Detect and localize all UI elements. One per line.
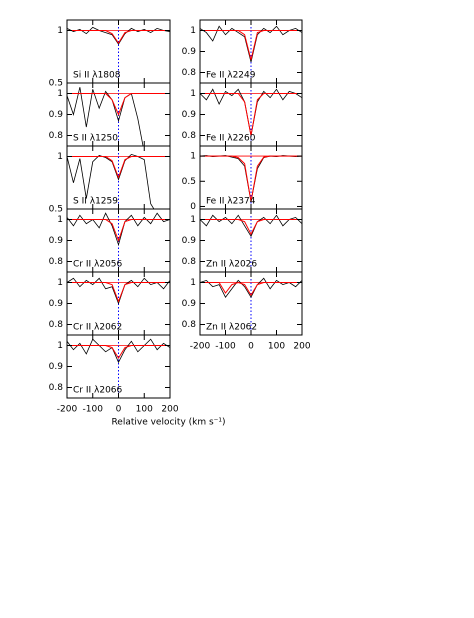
x-tick-label: -200 xyxy=(57,405,78,415)
x-tick-label: -100 xyxy=(83,405,104,415)
y-tick-label: 0.9 xyxy=(182,47,197,57)
y-tick-label: 0.8 xyxy=(49,320,64,330)
panel: 0.8 0.9 1 S II λ1250 xyxy=(49,82,171,147)
model-line xyxy=(67,219,170,242)
y-tick-label: 0.5 xyxy=(49,205,63,215)
line-label: Fe II λ2249 xyxy=(206,71,256,81)
spectrum-line xyxy=(200,277,302,299)
model-line xyxy=(200,281,302,297)
panel: 0.8 0.9 1 Zn II λ2026 xyxy=(182,208,303,273)
x-tick-label: 200 xyxy=(293,342,310,352)
y-tick-label: 0.5 xyxy=(49,79,63,89)
y-tick-label: 1 xyxy=(57,215,63,225)
x-tick-label: 200 xyxy=(161,405,178,415)
line-label: Fe II λ2374 xyxy=(206,197,256,207)
model-line xyxy=(67,30,170,45)
x-tick-label: 0 xyxy=(248,342,254,352)
y-tick-label: 0.8 xyxy=(49,131,64,141)
panel: 0.8 0.9 1 Fe II λ2249 xyxy=(182,19,303,84)
plot-area xyxy=(200,146,302,209)
y-tick-label: 0 xyxy=(190,202,196,212)
y-tick-label: 1 xyxy=(190,215,196,225)
plot-area xyxy=(67,335,170,398)
model-line xyxy=(200,219,302,236)
y-tick-label: 0.9 xyxy=(49,236,64,246)
spectrum-line xyxy=(67,153,155,209)
model-line xyxy=(67,156,170,179)
panel: 0.8 0.9 1 -200 -100 0 100 200 Cr II λ2066 Relativ… xyxy=(49,334,226,428)
plot-area xyxy=(67,272,170,335)
y-tick-label: 0.8 xyxy=(182,131,197,141)
line-label: Cr II λ2062 xyxy=(73,323,122,333)
spectrum-line xyxy=(67,338,170,364)
x-tick-label: 100 xyxy=(268,342,285,352)
y-tick-label: 0.9 xyxy=(49,110,64,120)
y-tick-label: 0.9 xyxy=(182,110,197,120)
line-label: Fe II λ2260 xyxy=(206,134,256,144)
spectrum-line xyxy=(200,25,302,63)
y-tick-label: 0.9 xyxy=(182,236,197,246)
y-tick-label: 0.9 xyxy=(182,299,197,309)
plot-area xyxy=(200,20,302,83)
y-tick-label: 1 xyxy=(57,152,63,162)
y-tick-label: 1 xyxy=(57,26,63,36)
y-tick-label: 0.8 xyxy=(182,68,197,78)
panel: 0.8 0.9 1 Fe II λ2260 xyxy=(182,82,303,147)
line-label: Zn II λ2026 xyxy=(206,260,257,270)
spectrum-line xyxy=(67,212,170,247)
model-line xyxy=(200,30,302,61)
y-tick-label: 1 xyxy=(57,341,63,351)
y-tick-label: 1 xyxy=(190,152,196,162)
plot-area xyxy=(67,209,170,272)
line-label: S II λ1250 xyxy=(73,134,118,144)
model-line xyxy=(67,345,170,360)
line-label: Zn II λ2062 xyxy=(206,323,257,333)
plot-area xyxy=(67,20,170,83)
panel: 0.8 0.9 1 Cr II λ2062 xyxy=(49,271,171,336)
model-line xyxy=(200,155,302,202)
panel: 0.5 1 Si II λ1808 xyxy=(49,19,171,89)
panel: 0.8 0.9 1 Cr II λ2056 xyxy=(49,208,171,273)
spectrum-line xyxy=(67,87,144,146)
y-tick-label: 1 xyxy=(190,278,196,288)
plot-area xyxy=(67,83,170,146)
plot-area xyxy=(67,146,170,209)
y-tick-label: 1 xyxy=(190,89,196,99)
x-tick-label: -100 xyxy=(215,342,236,352)
y-tick-label: 0.8 xyxy=(182,320,197,330)
y-tick-label: 0.9 xyxy=(49,362,64,372)
x-tick-label: 0 xyxy=(116,405,122,415)
line-label: S II λ1259 xyxy=(73,197,118,207)
y-tick-label: 1 xyxy=(190,26,196,36)
y-tick-label: 0.8 xyxy=(49,257,64,267)
plot-area xyxy=(200,83,302,146)
y-tick-label: 0.5 xyxy=(182,177,196,187)
model-line xyxy=(67,93,170,116)
plot-area xyxy=(200,272,302,335)
y-tick-label: 1 xyxy=(57,89,63,99)
spectrum-line xyxy=(67,26,170,45)
model-line xyxy=(200,93,302,136)
x-tick-label: -200 xyxy=(190,342,211,352)
line-label: Cr II λ2056 xyxy=(73,260,123,270)
y-tick-label: 0.8 xyxy=(182,257,197,267)
y-tick-label: 0.8 xyxy=(49,383,64,393)
x-axis-label: Relative velocity (km s⁻¹) xyxy=(111,418,225,428)
model-line xyxy=(67,282,170,303)
panel: 0.5 1 S II λ1259 xyxy=(49,145,171,215)
line-label: Si II λ1808 xyxy=(73,71,121,81)
x-tick-label: 100 xyxy=(136,405,153,415)
plot-area xyxy=(200,209,302,272)
y-tick-label: 1 xyxy=(57,278,63,288)
line-label: Cr II λ2066 xyxy=(73,386,123,396)
y-tick-label: 0.9 xyxy=(49,299,64,309)
panel: 0 0.5 1 Fe II λ2374 xyxy=(182,145,303,212)
panel: 0.8 0.9 1 -200 -100 0 100 200 Zn II λ2062 xyxy=(182,271,311,352)
